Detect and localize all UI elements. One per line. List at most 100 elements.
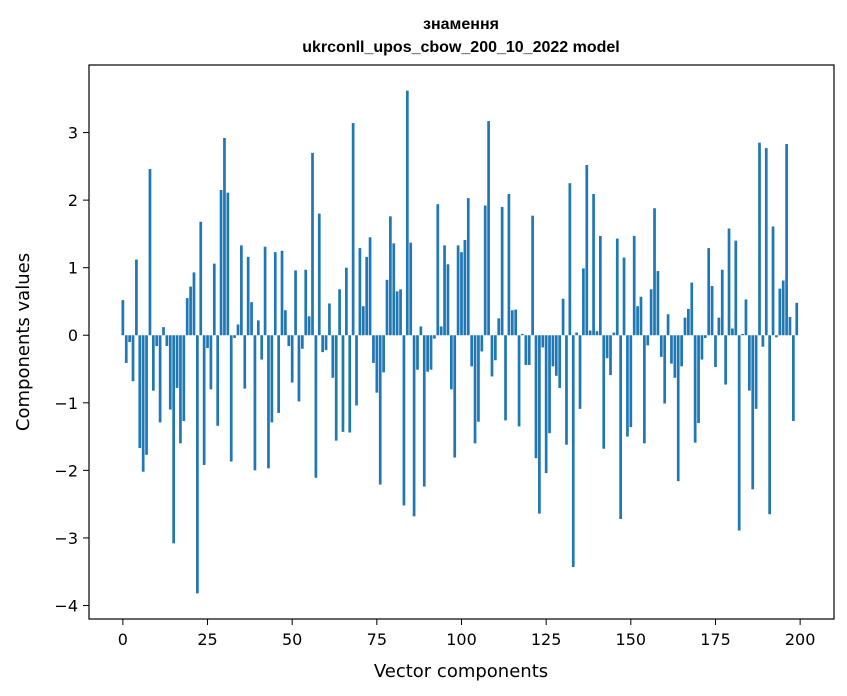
bar-36	[243, 335, 247, 389]
bar-181	[734, 240, 738, 336]
bar-199	[795, 302, 799, 336]
bar-6	[141, 335, 145, 472]
bar-72	[365, 256, 369, 336]
bar-139	[592, 194, 595, 336]
bar-125	[544, 335, 548, 474]
bar-101	[463, 239, 467, 336]
y-tick-label: −4	[54, 596, 78, 615]
bar-102	[466, 198, 470, 336]
bar-136	[582, 268, 585, 336]
bar-43	[267, 335, 270, 469]
bar-118	[521, 333, 524, 336]
bar-22	[196, 335, 199, 594]
bar-68	[351, 123, 355, 336]
bar-17	[179, 335, 182, 444]
bar-189	[761, 335, 765, 347]
bar-154	[643, 335, 646, 444]
bar-series	[121, 90, 799, 594]
bar-170	[697, 335, 700, 424]
bar-56	[311, 152, 314, 336]
y-tick-label: 0	[68, 326, 78, 345]
bar-75	[375, 335, 379, 393]
bar-16	[175, 335, 179, 388]
bar-47	[280, 250, 284, 336]
bar-28	[216, 335, 220, 426]
bar-165	[680, 335, 683, 367]
bar-106	[480, 335, 484, 352]
bar-48	[284, 310, 287, 336]
bar-168	[690, 282, 694, 336]
bar-128	[554, 335, 558, 376]
bar-67	[348, 335, 352, 433]
bar-82	[399, 289, 402, 336]
bar-132	[568, 183, 572, 336]
x-tick-label: 100	[446, 630, 477, 649]
bar-124	[541, 335, 545, 348]
bar-44	[270, 335, 274, 423]
bar-71	[361, 306, 365, 336]
bar-129	[558, 335, 562, 388]
bar-194	[778, 288, 782, 336]
bar-80	[392, 243, 396, 336]
bar-126	[548, 335, 551, 434]
bar-192	[771, 226, 775, 336]
bar-172	[703, 335, 707, 338]
bar-143	[605, 335, 609, 359]
bar-45	[273, 252, 277, 336]
bar-49	[287, 335, 291, 347]
bar-81	[395, 291, 399, 336]
bar-138	[588, 330, 592, 336]
bar-150	[629, 335, 633, 428]
bar-62	[331, 335, 335, 378]
bar-147	[619, 335, 623, 520]
bar-178	[724, 335, 727, 385]
bar-173	[707, 248, 711, 336]
bar-33	[233, 335, 236, 338]
bar-187	[754, 335, 758, 409]
bar-119	[524, 335, 528, 365]
bar-195	[781, 280, 785, 336]
bar-141	[598, 235, 602, 336]
bar-120	[527, 335, 531, 365]
y-axis: −4 −3 −2 −1 0 1 2 3	[54, 124, 89, 615]
y-tick-label: −1	[54, 394, 78, 413]
bar-156	[649, 289, 653, 336]
bar-95	[443, 245, 446, 336]
bar-182	[737, 335, 741, 531]
bar-183	[741, 333, 744, 336]
bar-164	[676, 335, 680, 482]
bar-174	[710, 285, 714, 336]
bar-111	[497, 318, 501, 336]
bar-96	[446, 264, 450, 336]
bar-88	[419, 326, 423, 336]
bar-64	[338, 289, 341, 336]
bar-116	[514, 309, 518, 336]
bar-10	[155, 335, 159, 347]
bar-142	[602, 335, 606, 449]
bar-167	[687, 308, 690, 336]
bar-160	[663, 335, 667, 404]
bar-35	[240, 245, 243, 336]
bar-190	[764, 148, 768, 336]
bar-50	[290, 335, 294, 383]
x-tick-label: 175	[700, 630, 731, 649]
bar-59	[321, 335, 325, 353]
bar-155	[646, 335, 650, 346]
bar-103	[470, 335, 474, 367]
bar-65	[341, 335, 345, 432]
bar-112	[500, 206, 504, 336]
bar-86	[412, 335, 416, 517]
bar-39	[253, 335, 257, 471]
bar-3	[131, 335, 135, 382]
bar-117	[517, 335, 521, 427]
bar-31	[226, 192, 230, 336]
bar-188	[758, 142, 761, 336]
bar-9	[151, 335, 155, 391]
bar-25	[206, 335, 209, 349]
bar-1	[124, 335, 128, 363]
bar-83	[402, 335, 406, 506]
bar-78	[385, 279, 389, 336]
x-axis-label: Vector components	[374, 661, 548, 682]
bar-108	[487, 121, 490, 336]
